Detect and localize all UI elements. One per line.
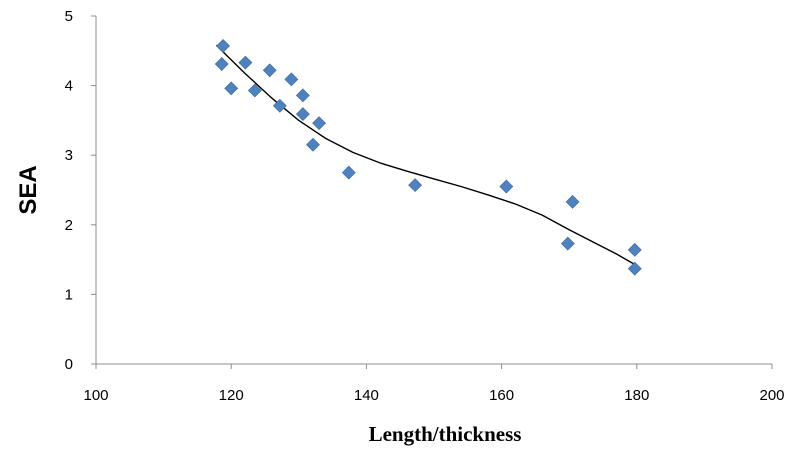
data-point — [499, 179, 514, 194]
tick-labels: 100 120 140 160 180 200 0 1 2 3 4 5 — [65, 8, 785, 404]
data-point — [284, 72, 299, 87]
data-points — [214, 39, 642, 276]
data-point — [295, 88, 310, 103]
data-point — [262, 63, 277, 78]
data-point — [341, 165, 356, 180]
data-point — [408, 178, 422, 193]
y-tick-label: 3 — [65, 147, 73, 164]
data-point — [565, 194, 580, 209]
y-tick-label: 4 — [65, 78, 73, 95]
data-point — [295, 107, 310, 122]
data-point — [272, 98, 287, 113]
x-tick-label: 120 — [219, 387, 244, 404]
data-point — [238, 55, 253, 70]
x-tick-label: 180 — [624, 387, 649, 404]
x-tick-label: 140 — [354, 387, 379, 404]
x-tick-label: 200 — [759, 387, 784, 404]
data-point — [247, 83, 262, 98]
x-tick-label: 160 — [489, 387, 514, 404]
trendline — [215, 44, 636, 266]
x-tick-label: 100 — [83, 387, 108, 404]
data-point — [214, 57, 229, 71]
data-point — [560, 236, 575, 251]
y-tick-label: 1 — [65, 286, 73, 303]
data-point — [306, 137, 320, 152]
data-point — [216, 39, 231, 53]
y-tick-label: 0 — [65, 356, 73, 373]
y-tick-label: 5 — [65, 8, 73, 25]
data-point — [312, 116, 327, 131]
data-point — [224, 81, 239, 96]
y-axis-title: SEA — [15, 165, 42, 214]
data-point — [627, 261, 642, 276]
x-axis-title: Length/thickness — [369, 422, 522, 446]
data-point — [627, 242, 642, 257]
axes — [91, 15, 773, 369]
trendline-layer — [215, 44, 636, 266]
y-tick-label: 2 — [65, 217, 73, 234]
